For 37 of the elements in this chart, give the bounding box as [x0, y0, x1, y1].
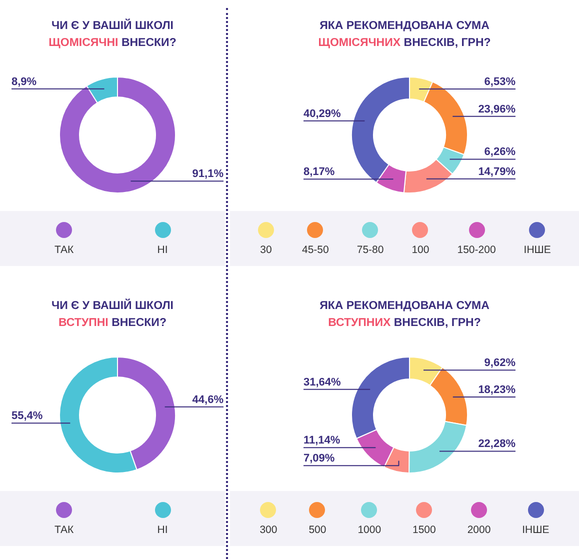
legend-label: 100: [412, 244, 430, 256]
legend-label: 1000: [358, 524, 382, 536]
legend-label: ІНШЕ: [524, 244, 551, 256]
legend-label: 1500: [412, 524, 436, 536]
data-label: 11,14%: [304, 434, 340, 447]
data-label: 44,6%: [192, 394, 224, 406]
legend-label: 30: [260, 244, 272, 256]
legend-label: НІ: [157, 524, 168, 536]
data-label: 31,64%: [304, 376, 342, 388]
chart-title: ЯКА РЕКОМЕНДОВАНА СУМА ЩОМІСЯЧНИХ ВНЕСКІВ, ГРН?: [317, 19, 492, 51]
legend-label: 500: [308, 524, 326, 536]
data-label: 91,1%: [192, 168, 224, 180]
data-label: 6,26%: [484, 146, 516, 158]
legend-label: ТАК: [54, 244, 74, 256]
data-label: 55,4%: [12, 410, 43, 422]
data-label: 9,62%: [484, 357, 516, 370]
legend-label: 2000: [467, 524, 491, 536]
data-label: 18,23%: [478, 384, 516, 396]
donut-slice: [59, 76, 176, 194]
legend-label: 45-50: [302, 244, 329, 256]
data-label: 23,96%: [478, 103, 516, 116]
legend-label: ТАК: [54, 524, 74, 536]
chart-title: ЧИ Є У ВАШІЙ ШКОЛІ ЩОМІСЯЧНІ ВНЕСКИ?: [48, 18, 178, 51]
data-label: 6,53%: [484, 76, 516, 88]
data-label: 8,9%: [12, 76, 37, 88]
data-label: 22,28%: [478, 438, 516, 450]
legend-label: 150-200: [457, 244, 496, 256]
legend-label: 75-80: [356, 244, 384, 256]
legend-label: ІНШЕ: [522, 524, 550, 536]
data-label: 14,79%: [478, 166, 516, 178]
data-label: 8,17%: [304, 166, 335, 178]
legend-label: 300: [260, 524, 278, 536]
chart-title: ЧИ Є У ВАШІЙ ШКОЛІ ВСТУПНІ ВНЕСКИ?: [50, 298, 174, 331]
data-label: 40,29%: [304, 108, 342, 120]
data-label: 7,09%: [304, 452, 335, 465]
legend-label: НІ: [157, 244, 168, 256]
chart-title: ЯКА РЕКОМЕНДОВАНА СУМА ВСТУПНИХ ВНЕСКІВ, ГРН?: [318, 299, 490, 331]
